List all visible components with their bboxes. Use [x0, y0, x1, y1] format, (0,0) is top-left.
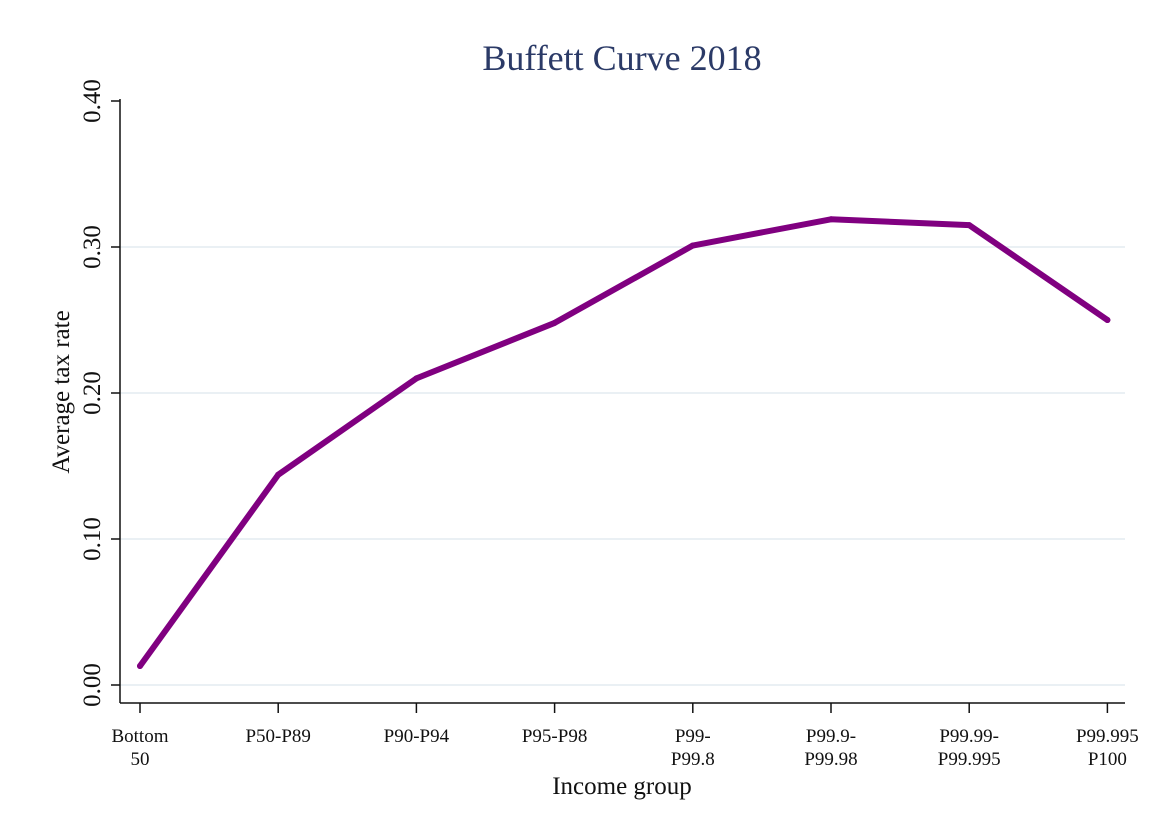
x-tick-label-line: P99.9-: [806, 726, 856, 747]
axes: [111, 99, 1125, 713]
data-point: [413, 375, 420, 382]
y-tick-label: 0.10: [79, 517, 106, 561]
x-tick-label: P95-P98: [522, 726, 587, 747]
x-tick-label: P99.99-P99.995: [938, 726, 1001, 770]
y-tick-label: 0.00: [79, 663, 106, 707]
data-point: [137, 663, 143, 670]
x-tick-label: P90-P94: [384, 726, 450, 747]
series-line: [137, 216, 1111, 670]
grid-lines: [120, 246, 1125, 686]
x-tick-label-line: P99.99-: [939, 726, 999, 747]
x-axis-label: Income group: [552, 773, 692, 800]
y-axis-label: Average tax rate: [48, 310, 75, 473]
x-tick-label-line: P99-: [675, 726, 711, 747]
data-point: [828, 216, 834, 223]
chart-title: Buffett Curve 2018: [482, 38, 761, 78]
series-layer: [137, 216, 1111, 670]
x-tick-label: P99.9-P99.98: [804, 726, 857, 770]
x-tick-label-line: Bottom: [111, 726, 168, 747]
y-tick-label: 0.30: [79, 225, 106, 269]
data-point: [551, 319, 558, 326]
x-tick-label: P99-P99.8: [671, 726, 715, 770]
x-tick-label-line: P99.8: [671, 749, 715, 770]
data-point: [1104, 317, 1111, 323]
x-tick-label-line: P90-P94: [384, 726, 450, 747]
data-point: [689, 242, 696, 249]
x-tick-label-line: P99.995: [1076, 726, 1139, 747]
x-tick-label-line: P100: [1088, 749, 1127, 770]
y-tick-label: 0.40: [79, 79, 106, 123]
x-tick-label-line: P50-P89: [245, 726, 310, 747]
x-tick-label-line: P99.98: [804, 749, 857, 770]
y-tick-label: 0.20: [79, 371, 106, 415]
x-tick-label-line: P95-P98: [522, 726, 587, 747]
data-point: [966, 222, 973, 229]
x-tick-label-line: 50: [131, 749, 150, 770]
data-point: [275, 471, 282, 478]
x-tick-label: P50-P89: [245, 726, 310, 747]
x-tick-label-line: P99.995: [938, 749, 1001, 770]
